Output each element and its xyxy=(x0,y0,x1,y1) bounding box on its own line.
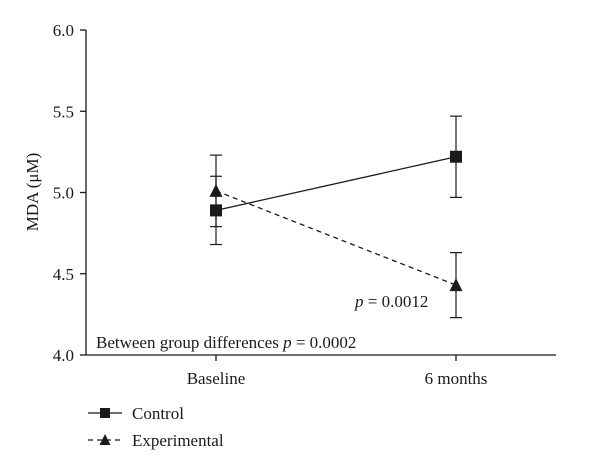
y-tick-label: 6.0 xyxy=(53,21,74,40)
between-group-p-annotation: Between group differences p = 0.0002 xyxy=(96,333,356,352)
y-ticks: 4.0 4.5 5.0 5.5 6.0 xyxy=(53,21,86,365)
data-point-square xyxy=(450,150,462,163)
series-line-control xyxy=(215,156,457,212)
legend-control-label: Control xyxy=(132,404,184,423)
within-p-value: = 0.0012 xyxy=(364,292,429,311)
y-tick-label: 5.5 xyxy=(53,102,74,121)
legend-triangle-marker-icon xyxy=(99,434,111,445)
series-layer xyxy=(209,115,463,319)
series-experimental xyxy=(209,154,463,319)
between-p-symbol: p xyxy=(282,333,292,352)
y-tick-label: 5.0 xyxy=(53,184,74,203)
within-group-p-annotation: p = 0.0012 xyxy=(354,292,428,311)
x-tick-label: 6 months xyxy=(425,369,488,388)
y-axis-label: MDA (μM) xyxy=(23,153,42,232)
series-control xyxy=(210,115,462,246)
legend-experimental-label: Experimental xyxy=(132,431,224,450)
y-tick-label: 4.5 xyxy=(53,265,74,284)
x-tick-label: Baseline xyxy=(187,369,246,388)
x-ticks: Baseline 6 months xyxy=(187,355,488,388)
legend-item-experimental: Experimental xyxy=(88,431,224,450)
legend: Control Experimental xyxy=(88,404,224,450)
data-point-triangle xyxy=(449,278,463,292)
y-tick-label: 4.0 xyxy=(53,346,74,365)
plot-area: 4.0 4.5 5.0 5.5 6.0 Baseline 6 months xyxy=(53,21,556,388)
between-p-value: = 0.0002 xyxy=(292,333,357,352)
within-p-symbol: p xyxy=(354,292,364,311)
legend-item-control: Control xyxy=(88,404,184,423)
legend-square-marker-icon xyxy=(100,408,110,418)
series-line-experimental xyxy=(215,190,457,286)
between-text: Between group differences xyxy=(96,333,283,352)
data-point-triangle xyxy=(209,183,223,197)
